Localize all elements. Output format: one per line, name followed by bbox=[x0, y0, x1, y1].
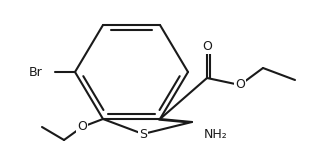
Text: O: O bbox=[202, 39, 212, 53]
Text: O: O bbox=[77, 121, 87, 133]
Text: O: O bbox=[235, 78, 245, 91]
Text: S: S bbox=[139, 127, 147, 141]
Text: Br: Br bbox=[29, 66, 43, 78]
Text: NH₂: NH₂ bbox=[204, 127, 228, 141]
